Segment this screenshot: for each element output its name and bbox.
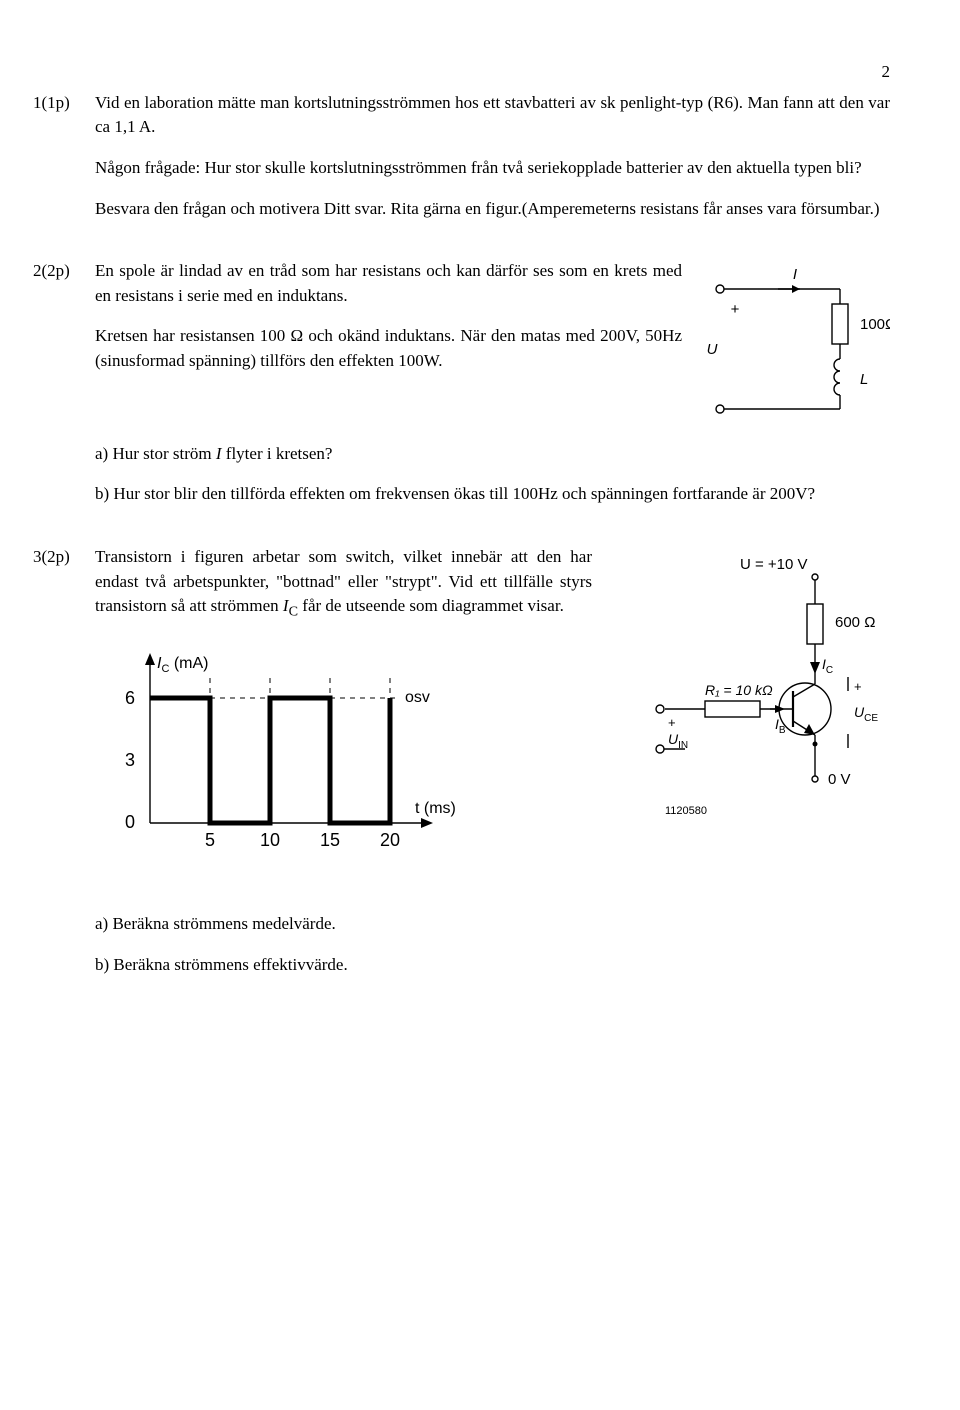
circuit-r-label: 100Ω: [860, 316, 890, 333]
problem-2-sub-b: b) Hur stor blir den tillförda effekten …: [95, 482, 890, 507]
uin-label: UIN: [668, 731, 688, 751]
graph-xtick-3: 20: [380, 830, 400, 850]
rl-circuit-diagram: I + U 100Ω L: [700, 259, 890, 442]
problem-3-para-1b: får de utseende som diagrammet visar.: [298, 596, 564, 615]
graph-osv: osv: [405, 689, 430, 706]
ic-label: IC: [822, 656, 833, 676]
gnd-label: 0 V: [828, 771, 851, 788]
problem-2-label: 2(2p): [33, 259, 88, 284]
graph-x-label: t (ms): [415, 800, 456, 817]
graph-xtick-2: 15: [320, 830, 340, 850]
circuit-i-label: I: [793, 266, 797, 283]
problem-1: 1(1p) Vid en laboration mätte man kortsl…: [95, 91, 890, 222]
circuit-u-label: U: [707, 341, 718, 358]
uce-plus: +: [854, 679, 862, 694]
problem-2-sub-a-prefix: a) Hur stor ström: [95, 444, 216, 463]
graph-xtick-1: 10: [260, 830, 280, 850]
problem-3: 3(2p) Transistorn i figuren arbetar som …: [95, 545, 890, 977]
graph-ytick-0: 0: [125, 812, 135, 832]
ic-vs-t-graph: 0 3 6 5 10 15 20 IC (mA) osv: [95, 638, 592, 876]
uin-plus: +: [668, 715, 676, 730]
problem-1-para-3: Besvara den frågan och motivera Ditt sva…: [95, 197, 890, 222]
graph-y-label: IC (mA): [157, 655, 209, 675]
transistor-circuit-diagram: U = +10 V 600 Ω R₁ = 10 kΩ IC IB + UCE +…: [610, 549, 890, 857]
graph-ytick-2: 6: [125, 688, 135, 708]
problem-3-para-1: Transistorn i figuren arbetar som switch…: [95, 545, 592, 622]
problem-2-para-1: En spole är lindad av en tråd som har re…: [95, 259, 682, 308]
problem-2: 2(2p) En spole är lindad av en tråd som …: [95, 259, 890, 507]
problem-2-para-2: Kretsen har resistansen 100 Ω och okänd …: [95, 324, 682, 373]
uce-label: UCE: [854, 704, 878, 724]
problem-3-label: 3(2p): [33, 545, 88, 570]
supply-label: U = +10 V: [740, 556, 808, 573]
problem-1-para-1: Vid en laboration mätte man kortslutning…: [95, 91, 890, 140]
problem-3-para-1-ic-sub: C: [289, 604, 298, 620]
r-base-label: R₁ = 10 kΩ: [705, 682, 773, 698]
problem-1-label: 1(1p): [33, 91, 88, 116]
circuit-l-label: L: [860, 371, 868, 388]
circuit-code: 1120580: [665, 805, 707, 817]
problem-1-para-2: Någon frågade: Hur stor skulle kortslutn…: [95, 156, 890, 181]
graph-xtick-0: 5: [205, 830, 215, 850]
problem-3-sub-a: a) Beräkna strömmens medelvärde.: [95, 912, 890, 937]
problem-3-sub-b: b) Beräkna strömmens effektivvärde.: [95, 953, 890, 978]
problem-2-sub-a: a) Hur stor ström I flyter i kretsen?: [95, 442, 890, 467]
graph-ytick-1: 3: [125, 750, 135, 770]
circuit-plus: +: [731, 301, 740, 318]
problem-2-sub-a-suffix: flyter i kretsen?: [222, 444, 333, 463]
r-collector-label: 600 Ω: [835, 614, 875, 631]
page-number: 2: [95, 60, 890, 85]
